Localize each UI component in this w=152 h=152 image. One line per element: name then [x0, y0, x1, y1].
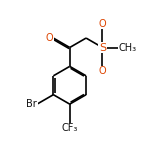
Text: S: S	[99, 43, 106, 52]
Text: O: O	[99, 66, 106, 76]
Text: O: O	[46, 33, 53, 43]
Text: CH₃: CH₃	[119, 43, 137, 52]
Text: CF₃: CF₃	[62, 123, 78, 133]
Text: Br: Br	[26, 99, 37, 109]
Text: O: O	[99, 19, 106, 29]
